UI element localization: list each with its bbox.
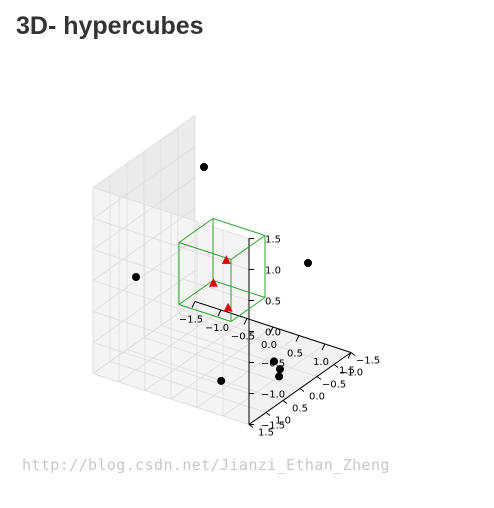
z-axis-tick-label: 1.5 (265, 235, 281, 246)
data-point-circle (132, 273, 140, 281)
y-axis-tick-label: −1.0 (339, 368, 363, 379)
x-axis-tick-label: 1.0 (313, 357, 329, 368)
axis-lines (191, 238, 356, 428)
data-point-triangle (221, 255, 231, 264)
data-point-triangle (208, 278, 218, 287)
cube-edge (230, 235, 266, 260)
grid-line (109, 361, 267, 413)
y-axis-tick-label: 1.0 (275, 416, 291, 427)
data-point-circle (200, 163, 208, 171)
data-point-circle (304, 259, 312, 267)
y-axis-tick-label: 0.5 (292, 404, 308, 415)
cube-edge (212, 218, 266, 236)
cube-edge (230, 297, 266, 322)
cube-edge (178, 280, 214, 305)
x-axis-tick (295, 335, 300, 342)
x-axis-tick (217, 309, 222, 317)
cube-edge (178, 242, 232, 260)
x-axis-tick-label: 0.5 (287, 349, 303, 360)
grid-line (92, 187, 250, 239)
x-axis-tick (321, 343, 326, 351)
data-point-circle (270, 357, 278, 366)
y-axis-tick (282, 400, 288, 404)
data-point-circle (275, 372, 284, 381)
grid-line (92, 146, 196, 219)
z-axis-tick-label: 0.0 (265, 328, 281, 339)
y-axis-tick-label: 0.0 (309, 392, 325, 403)
z-axis-tick-label: −1.5 (261, 421, 285, 432)
x-axis-tick (243, 318, 248, 325)
y-axis-tick-label: −0.5 (322, 380, 346, 391)
x-axis-tick (191, 301, 196, 308)
z-axis-tick-label: 0.5 (265, 297, 281, 308)
data-points (132, 163, 312, 385)
y-axis-tick (350, 352, 356, 356)
y-axis-tick-label: −1.5 (356, 356, 380, 367)
x-axis-tick-label: 1.5 (339, 366, 355, 377)
y-axis-tick-label: 1.5 (258, 428, 274, 439)
cube-edge (212, 280, 266, 298)
y-axis-tick (316, 376, 322, 380)
y-axis-tick (299, 388, 305, 392)
x-axis-tick-label: −1.0 (205, 323, 229, 334)
grid-line (92, 115, 196, 188)
data-point-triangle (223, 302, 233, 312)
x-axis-tick-label: −1.5 (179, 315, 203, 326)
x-axis-tick-label: 0.0 (261, 340, 277, 351)
z-axis-tick-label: 1.0 (265, 266, 281, 277)
data-point-circle (276, 365, 284, 374)
y-axis-tick (265, 412, 271, 416)
page-title: 3D- hypercubes (16, 12, 204, 40)
z-axis-tick-label: −1.0 (261, 390, 285, 401)
y-axis-tick (333, 364, 339, 368)
x-axis-tick (347, 352, 352, 359)
x-axis-tick-label: −0.5 (231, 332, 255, 343)
grid-line (92, 373, 250, 425)
x-axis-tick (269, 326, 274, 334)
grid-lines (92, 115, 352, 425)
cube-edge (178, 218, 214, 243)
cube-edge (178, 304, 232, 322)
data-point-circle (217, 376, 226, 385)
watermark: http://blog.csdn.net/Jianzi_Ethan_Zheng (22, 456, 390, 474)
grid-line (92, 218, 250, 270)
